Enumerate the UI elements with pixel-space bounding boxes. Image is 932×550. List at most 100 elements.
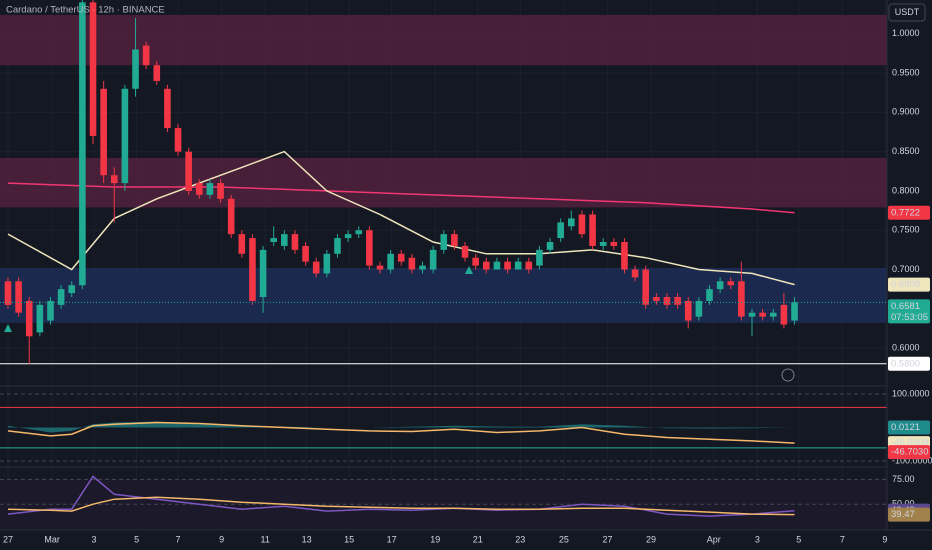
candle-body bbox=[79, 2, 86, 286]
moving-average bbox=[7, 150, 795, 286]
candle-body bbox=[663, 297, 671, 305]
candle-body bbox=[238, 234, 246, 254]
candle-body bbox=[493, 261, 501, 270]
candle-body bbox=[344, 234, 352, 239]
x-tick-label: 27 bbox=[3, 534, 13, 544]
price-badge bbox=[888, 356, 930, 371]
x-tick-label: Mar bbox=[44, 534, 60, 544]
candle-body bbox=[153, 65, 161, 81]
y-tick-label: 100.0000 bbox=[892, 388, 930, 398]
candle-body bbox=[259, 249, 267, 297]
indicator-line bbox=[7, 496, 795, 516]
candle-body bbox=[780, 304, 788, 325]
candle-body bbox=[68, 285, 76, 294]
alert-icon[interactable] bbox=[781, 368, 795, 382]
price-badge bbox=[888, 205, 930, 220]
candle-body bbox=[461, 245, 469, 258]
candle-body bbox=[568, 218, 575, 227]
candle-body bbox=[759, 312, 766, 317]
candle-body bbox=[536, 249, 543, 266]
candle-body bbox=[100, 88, 107, 176]
price-badge bbox=[888, 299, 930, 324]
candle-body bbox=[578, 214, 586, 235]
candle-body bbox=[323, 253, 331, 274]
x-tick-label: 13 bbox=[302, 534, 312, 544]
candle-body bbox=[387, 253, 394, 270]
candle-body bbox=[472, 257, 479, 266]
x-tick-label: 23 bbox=[515, 534, 525, 544]
candle-body bbox=[366, 230, 373, 266]
x-tick-label: 7 bbox=[840, 534, 845, 544]
candle-body bbox=[525, 261, 533, 270]
candle-body bbox=[185, 151, 192, 191]
x-tick-label: 15 bbox=[344, 534, 354, 544]
y-tick-label: 75.00 bbox=[892, 474, 915, 484]
candle-body bbox=[132, 49, 139, 89]
y-tick-label: 0.9500 bbox=[892, 67, 920, 77]
candle-body bbox=[684, 300, 692, 321]
candle-body bbox=[451, 234, 458, 246]
candle-body bbox=[217, 183, 224, 199]
x-tick-label: 21 bbox=[473, 534, 483, 544]
candle-body bbox=[589, 214, 596, 246]
candle-body bbox=[355, 230, 363, 235]
indicator-line bbox=[7, 421, 795, 444]
candle-body bbox=[419, 265, 426, 270]
candle-body bbox=[599, 242, 607, 246]
candle-body bbox=[727, 281, 735, 286]
price-badge-label: 0.6581 bbox=[891, 301, 920, 312]
x-tick-label: 19 bbox=[430, 534, 440, 544]
y-tick-label: 1.0000 bbox=[892, 28, 920, 38]
x-tick-label: 11 bbox=[261, 534, 270, 544]
y-tick-label: 0.7500 bbox=[892, 225, 920, 235]
candle-body bbox=[440, 234, 448, 250]
x-tick-label: Apr bbox=[707, 534, 721, 544]
candle-body bbox=[738, 281, 745, 317]
price-badge-label: 0.7722 bbox=[891, 207, 920, 218]
candle-body bbox=[164, 88, 171, 129]
candle-body bbox=[302, 245, 309, 262]
y-tick-label: 0.6000 bbox=[892, 342, 920, 352]
x-tick-label: 3 bbox=[755, 534, 760, 544]
currency-button[interactable] bbox=[888, 3, 926, 22]
candle-body bbox=[429, 249, 437, 270]
x-tick-label: 9 bbox=[219, 534, 224, 544]
signal-marker bbox=[465, 266, 473, 274]
price-badge-label: 0.6808 bbox=[891, 279, 920, 290]
candle-body bbox=[227, 198, 235, 235]
price-badge-label: -46.6909 bbox=[891, 438, 929, 449]
candle-body bbox=[47, 300, 54, 321]
candle-body bbox=[4, 281, 12, 305]
signal-marker bbox=[4, 324, 12, 332]
candle-body bbox=[196, 183, 203, 195]
candle-body bbox=[408, 257, 416, 270]
candle-body bbox=[791, 302, 798, 321]
candle-body bbox=[546, 242, 554, 250]
candle-body bbox=[110, 175, 118, 184]
currency[interactable]: USDT bbox=[895, 7, 920, 17]
candle-body bbox=[653, 297, 660, 301]
moving-average bbox=[7, 182, 795, 214]
candle-body bbox=[748, 312, 756, 317]
candle-body bbox=[557, 222, 564, 239]
x-tick-label: 25 bbox=[559, 534, 569, 544]
candle-body bbox=[674, 297, 681, 305]
chart-title: Cardano / TetherUS · 12h · BINANCE bbox=[6, 5, 165, 16]
y-tick-label: 0.8000 bbox=[892, 185, 920, 195]
candle-body bbox=[621, 242, 628, 270]
candle-body bbox=[312, 261, 320, 274]
indicator-line bbox=[7, 475, 795, 517]
candle-body bbox=[206, 183, 214, 195]
candle-body bbox=[716, 281, 724, 290]
y-tick-label: 0.7000 bbox=[892, 264, 920, 274]
candle-body bbox=[706, 289, 713, 301]
y-tick-label: 0.9000 bbox=[892, 107, 920, 117]
price-badge bbox=[888, 445, 930, 460]
candle-body bbox=[174, 128, 182, 152]
y-tick-label: 50.00 bbox=[892, 499, 915, 509]
candle-body bbox=[249, 238, 256, 301]
y-tick-label: -100.0000 bbox=[892, 455, 932, 465]
candle-body bbox=[36, 304, 44, 333]
price-badge-label: 0.0121 bbox=[891, 422, 920, 433]
